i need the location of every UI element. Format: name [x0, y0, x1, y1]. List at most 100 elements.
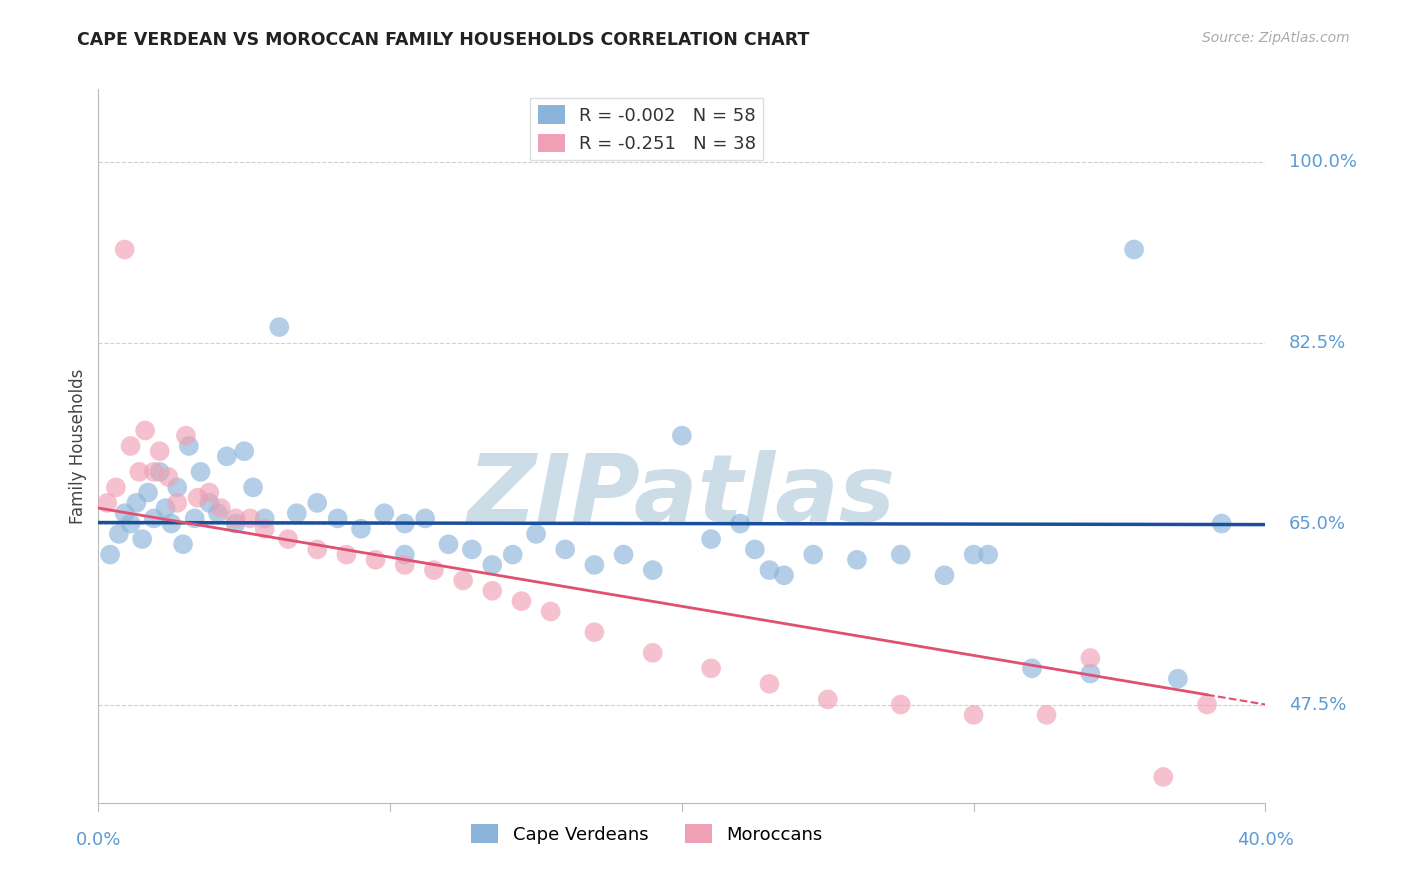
Point — [225, 511, 247, 525]
Point — [114, 243, 136, 257]
Point — [198, 485, 221, 500]
Point — [120, 439, 142, 453]
Point — [96, 496, 118, 510]
Point — [934, 568, 956, 582]
Point — [174, 428, 197, 442]
Point — [134, 424, 156, 438]
Point — [225, 516, 247, 531]
Point — [394, 558, 416, 572]
Point — [207, 506, 229, 520]
Point — [125, 496, 148, 510]
Point — [198, 496, 221, 510]
Point — [307, 542, 329, 557]
Point — [758, 563, 780, 577]
Legend: Cape Verdeans, Moroccans: Cape Verdeans, Moroccans — [464, 817, 830, 851]
Text: 40.0%: 40.0% — [1237, 831, 1294, 849]
Point — [157, 470, 180, 484]
Point — [554, 542, 576, 557]
Point — [1167, 672, 1189, 686]
Point — [131, 532, 153, 546]
Point — [215, 450, 238, 464]
Point — [166, 480, 188, 494]
Point — [253, 522, 276, 536]
Point — [962, 707, 984, 722]
Point — [641, 563, 664, 577]
Point — [120, 516, 142, 531]
Text: Source: ZipAtlas.com: Source: ZipAtlas.com — [1202, 31, 1350, 45]
Point — [540, 605, 562, 619]
Point — [1035, 707, 1057, 722]
Point — [183, 511, 205, 525]
Point — [481, 558, 503, 572]
Point — [172, 537, 194, 551]
Point — [177, 439, 200, 453]
Point — [98, 548, 121, 562]
Point — [423, 563, 446, 577]
Point — [1211, 516, 1233, 531]
Text: CAPE VERDEAN VS MOROCCAN FAMILY HOUSEHOLDS CORRELATION CHART: CAPE VERDEAN VS MOROCCAN FAMILY HOUSEHOL… — [77, 31, 810, 49]
Point — [253, 511, 276, 525]
Point — [1080, 651, 1102, 665]
Point — [285, 506, 308, 520]
Point — [977, 548, 1000, 562]
Point — [1021, 661, 1043, 675]
Point — [277, 532, 299, 546]
Point — [1197, 698, 1219, 712]
Point — [451, 574, 474, 588]
Point — [394, 548, 416, 562]
Point — [583, 558, 606, 572]
Point — [962, 548, 984, 562]
Point — [437, 537, 460, 551]
Point — [269, 320, 291, 334]
Point — [108, 527, 131, 541]
Point — [817, 692, 839, 706]
Point — [142, 511, 165, 525]
Point — [890, 548, 912, 562]
Point — [773, 568, 796, 582]
Point — [142, 465, 165, 479]
Text: 82.5%: 82.5% — [1289, 334, 1346, 351]
Point — [890, 698, 912, 712]
Text: 47.5%: 47.5% — [1289, 696, 1346, 714]
Point — [114, 506, 136, 520]
Point — [481, 583, 503, 598]
Point — [149, 465, 172, 479]
Point — [1080, 666, 1102, 681]
Point — [1152, 770, 1174, 784]
Point — [461, 542, 484, 557]
Point — [801, 548, 824, 562]
Text: 100.0%: 100.0% — [1289, 153, 1357, 170]
Y-axis label: Family Households: Family Households — [69, 368, 87, 524]
Point — [758, 677, 780, 691]
Point — [233, 444, 256, 458]
Point — [155, 501, 177, 516]
Point — [128, 465, 150, 479]
Point — [700, 532, 723, 546]
Point — [364, 553, 387, 567]
Text: 0.0%: 0.0% — [76, 831, 121, 849]
Point — [307, 496, 329, 510]
Text: ZIPatlas: ZIPatlas — [468, 450, 896, 542]
Point — [613, 548, 636, 562]
Point — [190, 465, 212, 479]
Point — [502, 548, 524, 562]
Point — [160, 516, 183, 531]
Point — [671, 428, 693, 442]
Point — [209, 501, 232, 516]
Point — [326, 511, 349, 525]
Point — [104, 480, 127, 494]
Point — [136, 485, 159, 500]
Point — [510, 594, 533, 608]
Point — [524, 527, 547, 541]
Text: 65.0%: 65.0% — [1289, 515, 1346, 533]
Point — [350, 522, 373, 536]
Point — [730, 516, 752, 531]
Point — [149, 444, 172, 458]
Point — [239, 511, 262, 525]
Point — [373, 506, 395, 520]
Point — [700, 661, 723, 675]
Point — [394, 516, 416, 531]
Point — [413, 511, 436, 525]
Point — [641, 646, 664, 660]
Point — [1123, 243, 1146, 257]
